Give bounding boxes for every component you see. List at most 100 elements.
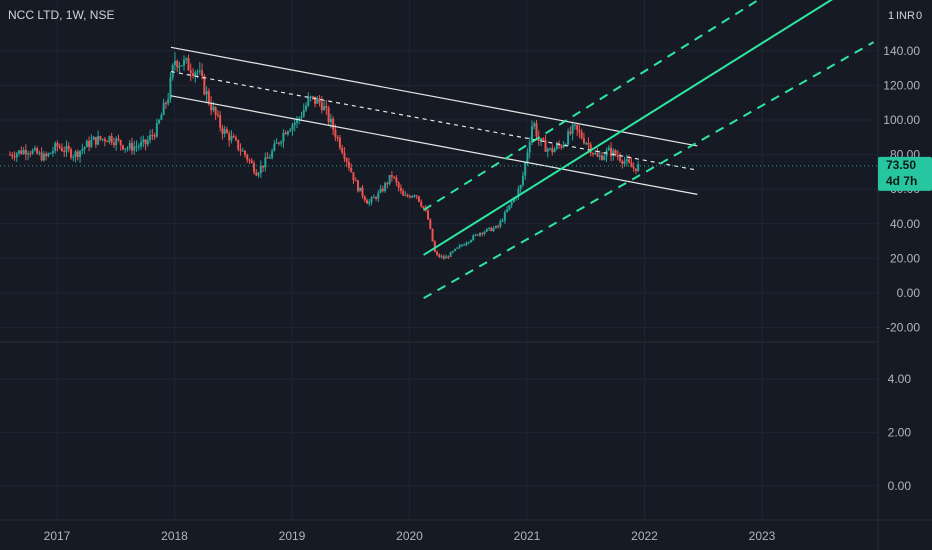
candle-body: [381, 188, 384, 192]
descending-channel-lower[interactable]: [170, 95, 698, 195]
candle-body: [293, 122, 296, 126]
candle-body: [549, 148, 552, 150]
candle-body: [591, 153, 594, 155]
candle-body: [79, 150, 82, 157]
candle-body: [535, 123, 538, 137]
candle-body: [255, 172, 258, 176]
candle-body: [259, 165, 262, 174]
trendline-drawings[interactable]: [170, 0, 875, 300]
candle-body: [223, 129, 226, 134]
candle-body: [167, 99, 170, 104]
candle-body: [162, 102, 165, 115]
candle-body: [411, 195, 414, 198]
candle-body: [327, 107, 330, 122]
candle-body: [241, 150, 244, 152]
candle-body: [433, 241, 436, 252]
candle-body: [126, 148, 129, 150]
candle-body: [368, 201, 371, 204]
candle-body: [300, 116, 303, 119]
candle-body: [582, 138, 585, 144]
candle-body: [610, 147, 613, 157]
candle-body: [499, 221, 502, 227]
candle-body: [350, 167, 353, 173]
ascending-channel-center[interactable]: [423, 0, 839, 256]
candles: [9, 52, 640, 260]
candle-body: [517, 189, 520, 198]
candle-body: [196, 71, 199, 73]
candle-body: [207, 91, 210, 104]
candle-body: [372, 197, 375, 199]
candle-body: [128, 143, 131, 149]
candle-body: [230, 136, 233, 141]
candle-body: [503, 212, 506, 221]
candle-body: [106, 141, 109, 143]
candle-body: [585, 143, 588, 145]
candle-body: [375, 197, 378, 199]
candle-body: [546, 149, 549, 152]
x-tick-label: 2022: [631, 529, 658, 543]
candle-body: [634, 168, 637, 172]
candle-body: [377, 192, 380, 199]
candle-body: [481, 232, 484, 234]
candle-body: [210, 103, 213, 111]
candle-body: [83, 147, 86, 150]
candle-body: [42, 153, 45, 161]
price-axis-ticks: 140.00120.00100.0080.0060.0040.0020.000.…: [883, 44, 920, 335]
candle-body: [474, 234, 477, 236]
candle-body: [239, 149, 242, 151]
ascending-channel-upper[interactable]: [423, 0, 774, 211]
candle-body: [302, 110, 305, 117]
scale-label: 1: [888, 10, 894, 22]
candle-body: [54, 143, 57, 152]
candle-body: [567, 131, 570, 145]
y-tick-label: 100.00: [883, 113, 920, 127]
time-axis-ticks: 2017 2018 2019 2020 2021 2022 2023: [44, 529, 776, 543]
candle-body: [440, 256, 443, 258]
candle-body: [551, 148, 554, 153]
candle-body: [612, 150, 615, 157]
candle-body: [244, 150, 246, 155]
candle-body: [560, 145, 563, 148]
candle-body: [18, 150, 21, 154]
candle-body: [27, 153, 30, 155]
candle-body: [354, 180, 357, 182]
descending-channel-upper[interactable]: [170, 46, 698, 147]
candle-body: [149, 134, 152, 141]
candle-body: [271, 150, 274, 158]
candle-body: [291, 125, 294, 131]
candle-body: [135, 146, 138, 148]
price-badge: 73.50 4d 7h: [878, 156, 932, 191]
candle-body: [438, 254, 441, 257]
descending-channel-middle[interactable]: [170, 70, 698, 171]
y-tick-label: 0.00: [888, 479, 912, 493]
candle-body: [212, 106, 215, 111]
ascending-channel-lower[interactable]: [423, 41, 875, 300]
candle-body: [336, 137, 339, 139]
candle-body: [488, 227, 491, 229]
candle-body: [361, 187, 364, 197]
x-tick-label: 2018: [161, 529, 188, 543]
candle-body: [60, 147, 63, 152]
candle-body: [476, 234, 479, 236]
candle-body: [420, 201, 423, 207]
candle-body: [266, 157, 269, 159]
candle-body: [483, 231, 486, 234]
candle-body: [205, 91, 208, 95]
candle-body: [307, 97, 310, 106]
candle-body: [70, 149, 73, 158]
candle-body: [616, 155, 619, 157]
candle-body: [185, 58, 188, 60]
candle-body: [187, 58, 190, 71]
candle-body: [399, 187, 402, 191]
candle-body: [363, 196, 366, 201]
candle-body: [431, 228, 434, 242]
candle-body: [510, 202, 513, 205]
candle-body: [76, 151, 79, 157]
candle-body: [603, 156, 606, 160]
y-tick-label: 120.00: [883, 78, 920, 92]
candle-body: [153, 135, 156, 137]
candle-body: [194, 72, 197, 77]
candle-body: [334, 129, 337, 138]
candle-body: [390, 175, 393, 177]
chart-title: NCC LTD, 1W, NSE: [8, 8, 115, 22]
